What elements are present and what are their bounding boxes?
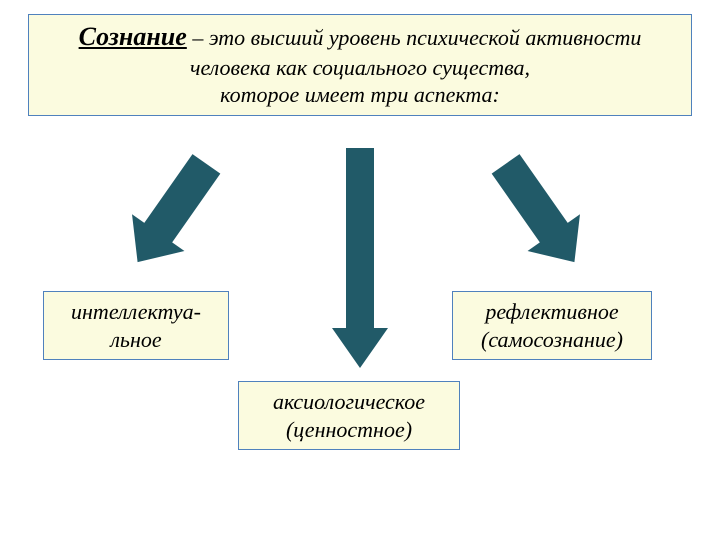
node-reflective-line2: (самосознание) — [461, 326, 643, 354]
node-intellectual: интеллектуа- льное — [43, 291, 229, 360]
arrow-center — [330, 148, 390, 368]
header-line-3: которое имеет три аспекта: — [37, 81, 683, 109]
node-reflective-line1: рефлективное — [461, 298, 643, 326]
arrow-left — [122, 153, 222, 273]
node-axiological: аксиологическое (ценностное) — [238, 381, 460, 450]
node-axiological-line2: (ценностное) — [247, 416, 451, 444]
node-reflective: рефлективное (самосознание) — [452, 291, 652, 360]
header-line1-rest: – это высший уровень психической активно… — [187, 25, 642, 50]
header-line-2: человека как социального существа, — [37, 54, 683, 82]
header-title-word: Сознание — [79, 22, 187, 51]
node-axiological-line1: аксиологическое — [247, 388, 451, 416]
arrow-right — [490, 153, 590, 273]
header-line-1: Сознание – это высший уровень психическо… — [37, 21, 683, 54]
header-definition-box: Сознание – это высший уровень психическо… — [28, 14, 692, 116]
node-intellectual-line1: интеллектуа- — [52, 298, 220, 326]
node-intellectual-line2: льное — [52, 326, 220, 354]
